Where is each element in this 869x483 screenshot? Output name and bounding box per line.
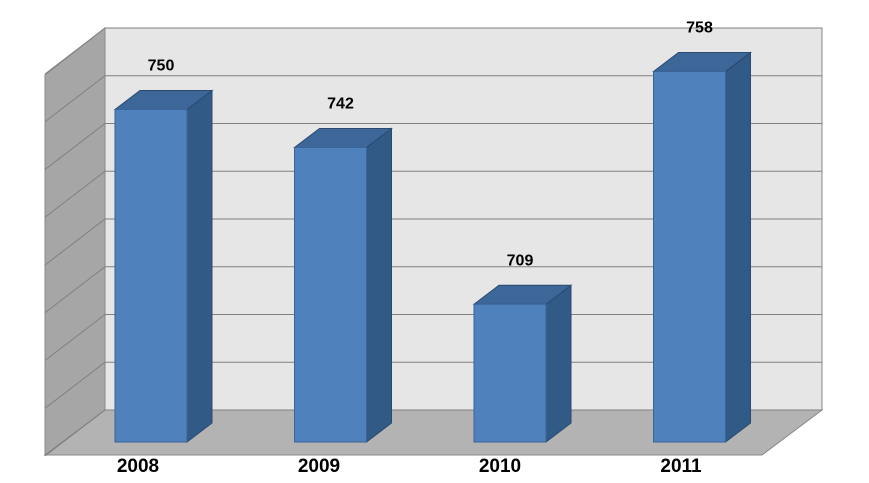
grid-line — [44, 314, 822, 361]
bar-side — [366, 127, 392, 444]
x-tick-label: 2011 — [660, 456, 702, 477]
value-label: 742 — [327, 96, 354, 113]
grid-line — [44, 266, 822, 314]
bar — [294, 147, 367, 443]
grid-line — [44, 218, 822, 266]
grid-line — [44, 27, 822, 75]
grid-line — [44, 123, 822, 170]
value-label: 750 — [148, 58, 175, 75]
grid-line — [44, 409, 822, 457]
x-tick-label: 2010 — [479, 456, 521, 477]
value-label: 758 — [686, 20, 713, 37]
grid-line — [44, 170, 822, 218]
grid-line — [44, 75, 822, 123]
bar-side — [186, 89, 213, 444]
bar-side — [545, 284, 572, 444]
bar — [473, 303, 547, 443]
bar — [653, 71, 726, 443]
grid-line — [44, 361, 822, 409]
x-tick-label: 2009 — [298, 456, 340, 477]
bar — [114, 109, 188, 443]
value-label: 709 — [507, 252, 534, 269]
bar-side — [725, 51, 751, 444]
x-tick-label: 2008 — [117, 456, 159, 477]
